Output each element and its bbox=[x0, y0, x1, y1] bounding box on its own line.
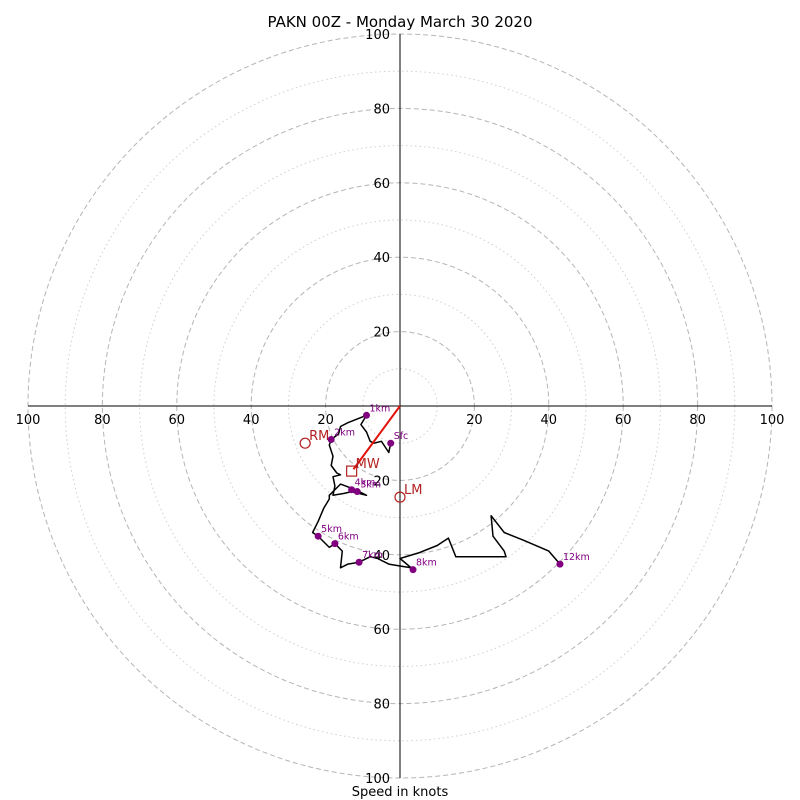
storm-marker-rm bbox=[299, 437, 311, 449]
height-label-1km: 1km bbox=[370, 403, 391, 414]
height-label-sfc: Sfc bbox=[394, 431, 409, 442]
y-tick-label: 60 bbox=[373, 177, 390, 192]
storm-label-mw: MW bbox=[356, 457, 380, 472]
y-tick-label: 100 bbox=[365, 28, 390, 43]
y-tick-label: 60 bbox=[373, 623, 390, 638]
chart-title: PAKN 00Z - Monday March 30 2020 bbox=[268, 13, 533, 31]
x-tick-label: 20 bbox=[317, 413, 334, 428]
x-tick-label: 80 bbox=[94, 413, 111, 428]
height-marker-6km bbox=[331, 540, 339, 548]
x-tick-label: 100 bbox=[760, 413, 785, 428]
storm-label-lm: LM bbox=[404, 483, 422, 498]
x-tick-label: 40 bbox=[243, 413, 260, 428]
tick-labels: 100 100 80 80 60 60 40 40 20 20 20 20 40 40 60 60 80 80 10… bbox=[16, 28, 785, 787]
shear-vector bbox=[352, 405, 401, 470]
x-tick-label: 80 bbox=[689, 413, 706, 428]
height-marker-5km bbox=[314, 532, 322, 540]
y-tick-label: 20 bbox=[373, 326, 390, 341]
height-marker-8km bbox=[409, 566, 417, 574]
height-marker-sfc bbox=[387, 439, 395, 447]
x-tick-label: 20 bbox=[466, 413, 483, 428]
height-marker-12km bbox=[556, 560, 564, 568]
storm-label-rm: RM bbox=[309, 429, 329, 444]
x-tick-label: 40 bbox=[541, 413, 558, 428]
storm-marker-mw bbox=[346, 465, 358, 477]
y-tick-label: 40 bbox=[373, 549, 390, 564]
x-tick-label: 100 bbox=[16, 413, 41, 428]
y-tick-label: 40 bbox=[373, 251, 390, 266]
y-tick-label: 80 bbox=[373, 102, 390, 117]
storm-marker-lm bbox=[394, 491, 406, 503]
height-label-6km: 6km bbox=[338, 532, 359, 543]
height-label-12km: 12km bbox=[563, 552, 590, 563]
x-axis-label: Speed in knots bbox=[352, 785, 449, 800]
y-tick-label: 20 bbox=[373, 474, 390, 489]
height-label-2km: 2km bbox=[334, 427, 355, 438]
storm-motion-markers: RM LM MW bbox=[299, 429, 422, 503]
height-marker-4km bbox=[348, 486, 356, 494]
shear-vector-line bbox=[352, 405, 401, 470]
y-tick-label: 100 bbox=[365, 772, 390, 787]
hodograph-line bbox=[311, 414, 561, 569]
x-tick-label: 60 bbox=[169, 413, 186, 428]
height-label-5km: 5km bbox=[321, 524, 342, 535]
height-label-8km: 8km bbox=[416, 558, 437, 569]
x-tick-label: 60 bbox=[615, 413, 632, 428]
height-label-3km: 3km bbox=[360, 480, 381, 491]
height-marker-1km bbox=[363, 411, 371, 419]
wind-trace bbox=[311, 414, 561, 569]
height-marker-3km bbox=[353, 488, 361, 496]
height-marker-2km bbox=[327, 435, 335, 443]
height-marker-7km bbox=[355, 558, 363, 566]
y-tick-label: 80 bbox=[373, 698, 390, 713]
height-label-4km: 4km bbox=[355, 478, 376, 489]
height-label-7km: 7km bbox=[362, 550, 383, 561]
